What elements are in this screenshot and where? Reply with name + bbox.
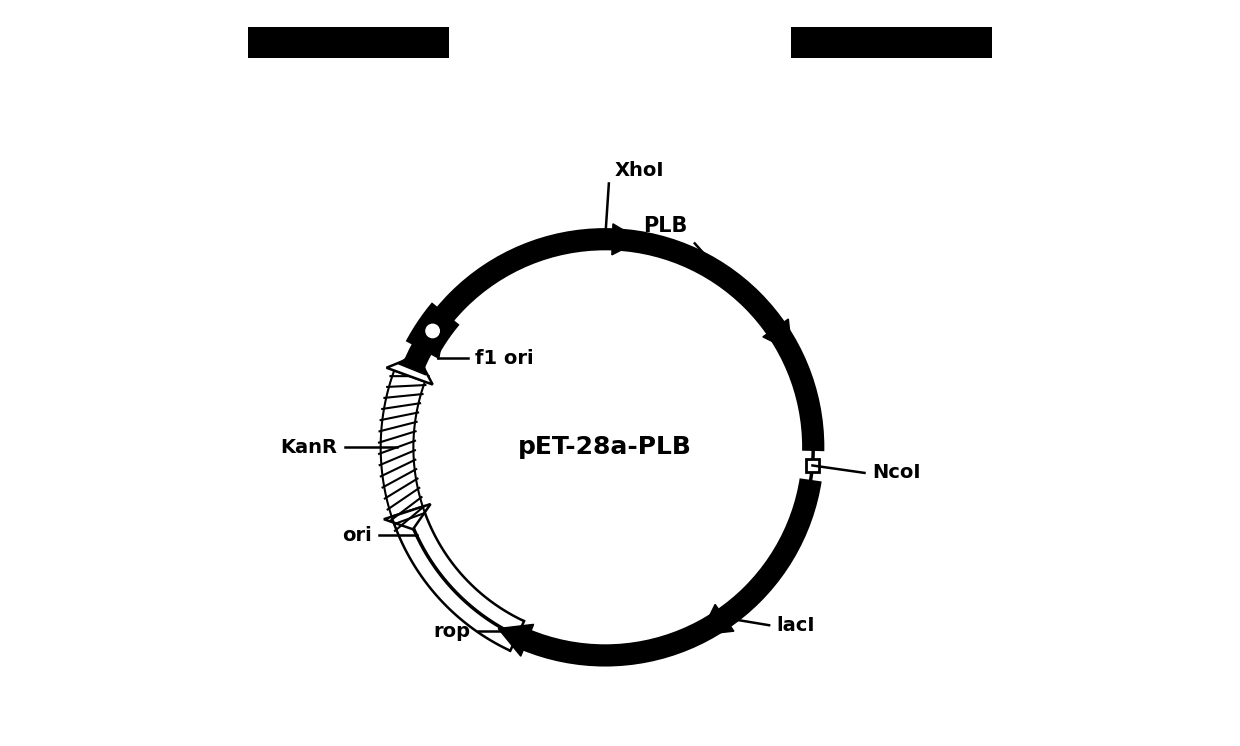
Text: lacI: lacI [776, 615, 815, 635]
Text: f1 ori: f1 ori [475, 348, 534, 368]
Text: XhoI: XhoI [615, 160, 665, 180]
Polygon shape [611, 224, 641, 255]
Polygon shape [701, 604, 734, 635]
Text: NcoI: NcoI [872, 463, 920, 483]
Polygon shape [398, 348, 427, 375]
Bar [248, 27, 449, 58]
Text: pET-28a-PLB: pET-28a-PLB [518, 436, 692, 460]
Text: KanR: KanR [280, 438, 337, 457]
Polygon shape [498, 624, 533, 656]
Polygon shape [763, 319, 792, 351]
Bar [806, 459, 818, 471]
Text: rop: rop [433, 621, 470, 641]
Text: ori: ori [342, 526, 372, 545]
Bar [791, 27, 992, 58]
Polygon shape [387, 355, 433, 384]
Polygon shape [381, 371, 425, 524]
Circle shape [425, 325, 439, 338]
Polygon shape [384, 504, 430, 530]
Text: PLB: PLB [644, 216, 687, 236]
